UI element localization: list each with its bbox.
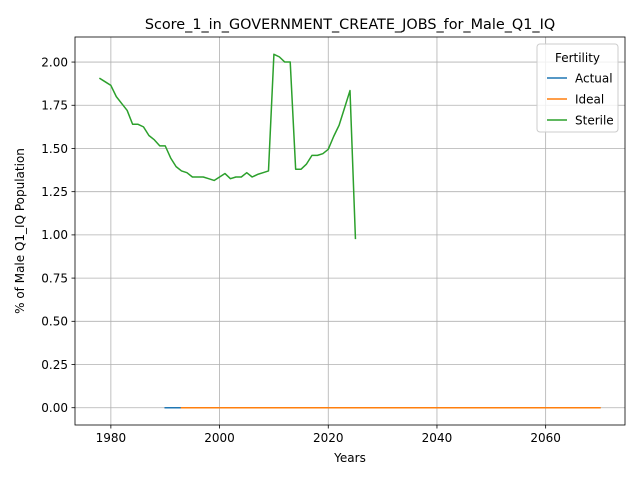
legend-label-sterile: Sterile (575, 113, 614, 127)
x-axis-label: Years (333, 451, 366, 465)
y-axis-label: % of Male Q1_IQ Population (13, 148, 27, 314)
legend-label-actual: Actual (575, 71, 613, 85)
y-tick-label: 1.25 (41, 185, 68, 199)
y-tick-label: 0.75 (41, 271, 68, 285)
y-tick-label: 0.25 (41, 358, 68, 372)
legend-label-ideal: Ideal (575, 92, 604, 106)
x-tick-label: 1980 (96, 431, 127, 445)
y-tick-label: 1.00 (41, 228, 68, 242)
x-tick-label: 2060 (530, 431, 561, 445)
x-tick-label: 2000 (204, 431, 235, 445)
y-tick-label: 2.00 (41, 55, 68, 69)
y-tick-label: 0.50 (41, 315, 68, 329)
y-tick-label: 0.00 (41, 401, 68, 415)
legend-title: Fertility (555, 51, 600, 65)
x-tick-label: 2040 (422, 431, 453, 445)
y-tick-label: 1.50 (41, 142, 68, 156)
y-tick-label: 1.75 (41, 99, 68, 113)
chart-title: Score_1_in_GOVERNMENT_CREATE_JOBS_for_Ma… (145, 17, 555, 33)
legend: Fertility Actual Ideal Sterile (537, 44, 618, 132)
x-tick-label: 2020 (313, 431, 344, 445)
